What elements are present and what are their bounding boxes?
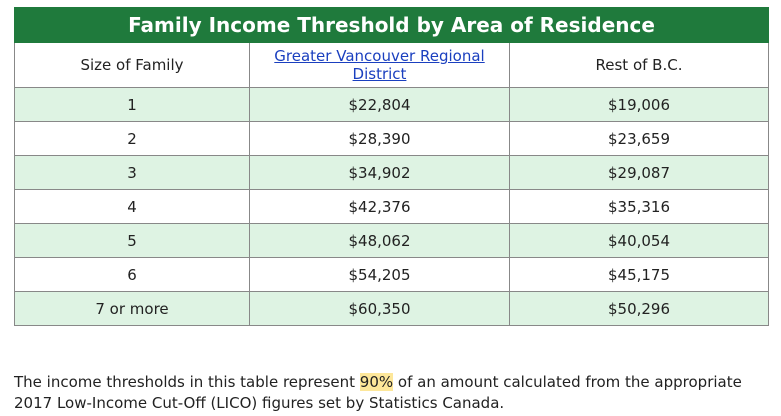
table-body: 1 $22,804 $19,006 2 $28,390 $23,659 3 $34,902 $2… xyxy=(14,87,769,326)
data-cell: $48,062 xyxy=(249,223,510,258)
title-row: Family Income Threshold by Area of Resid… xyxy=(14,7,769,43)
data-cell: $40,054 xyxy=(509,223,769,258)
data-cell: $54,205 xyxy=(249,257,510,292)
data-cell: 3 xyxy=(14,155,250,190)
data-row: 3 $34,902 $29,087 xyxy=(14,155,769,190)
header-cell: Size of Family xyxy=(14,42,250,88)
data-cell: $23,659 xyxy=(509,121,769,156)
footnote-text: The income thresholds in this table repr… xyxy=(14,373,360,391)
data-row: 5 $48,062 $40,054 xyxy=(14,223,769,258)
data-cell: $45,175 xyxy=(509,257,769,292)
data-cell: 6 xyxy=(14,257,250,292)
data-cell: 5 xyxy=(14,223,250,258)
data-cell: 1 xyxy=(14,87,250,122)
footnote-highlight: 90% xyxy=(359,373,394,391)
table-title: Family Income Threshold by Area of Resid… xyxy=(14,7,769,43)
data-cell: $50,296 xyxy=(509,291,769,326)
data-cell: $34,902 xyxy=(249,155,510,190)
data-row: 1 $22,804 $19,006 xyxy=(14,87,769,122)
data-cell: $29,087 xyxy=(509,155,769,190)
header-link[interactable]: Greater Vancouver Regional District xyxy=(274,47,485,83)
income-table: Family Income Threshold by Area of Resid… xyxy=(14,7,769,326)
data-cell: $35,316 xyxy=(509,189,769,224)
data-row: 6 $54,205 $45,175 xyxy=(14,257,769,292)
footnote-text: of an amount calculated from the appropr… xyxy=(14,373,742,412)
header-row: Size of Family Greater Vancouver Regiona… xyxy=(14,42,769,88)
data-cell: $22,804 xyxy=(249,87,510,122)
table-head: Family Income Threshold by Area of Resid… xyxy=(14,7,769,88)
header-cell: Rest of B.C. xyxy=(509,42,769,88)
data-cell: 7 or more xyxy=(14,291,250,326)
data-row: 2 $28,390 $23,659 xyxy=(14,121,769,156)
data-cell: $28,390 xyxy=(249,121,510,156)
header-cell: Greater Vancouver Regional District xyxy=(249,42,510,88)
data-row: 7 or more $60,350 $50,296 xyxy=(14,291,769,326)
footnote: The income thresholds in this table repr… xyxy=(14,372,779,414)
data-row: 4 $42,376 $35,316 xyxy=(14,189,769,224)
data-cell: 2 xyxy=(14,121,250,156)
data-cell: $60,350 xyxy=(249,291,510,326)
data-cell: 4 xyxy=(14,189,250,224)
data-cell: $42,376 xyxy=(249,189,510,224)
data-cell: $19,006 xyxy=(509,87,769,122)
